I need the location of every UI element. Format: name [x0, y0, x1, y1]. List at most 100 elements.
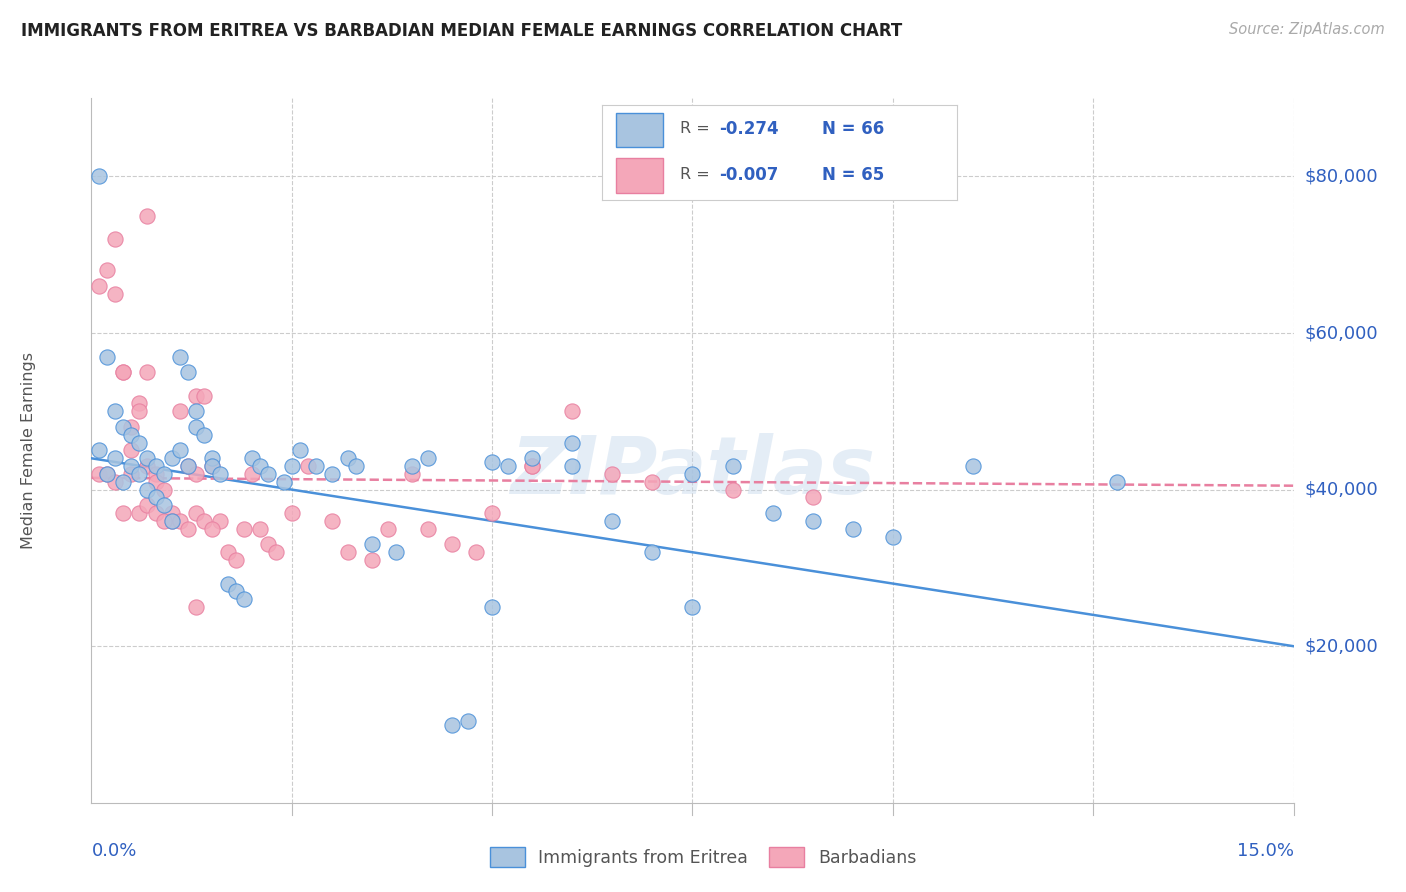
Point: [145, 459, 167, 474]
Point: [152, 467, 174, 481]
Point: [962, 459, 984, 474]
Point: [336, 545, 359, 559]
Point: [152, 498, 174, 512]
Point: [184, 420, 207, 434]
Point: [96, 350, 118, 364]
Point: [801, 491, 824, 505]
Point: [160, 514, 183, 528]
Point: [112, 475, 135, 489]
Point: [89, 443, 111, 458]
Point: [145, 467, 167, 481]
Point: [104, 475, 127, 489]
Point: [136, 498, 159, 512]
Point: [121, 443, 143, 458]
Text: ZIPatlas: ZIPatlas: [510, 433, 875, 510]
Point: [801, 514, 824, 528]
Point: [240, 467, 263, 481]
Point: [136, 365, 159, 379]
Point: [104, 451, 127, 466]
Point: [128, 396, 150, 410]
Point: [232, 592, 254, 607]
Point: [256, 537, 278, 551]
Point: [169, 404, 191, 418]
Point: [121, 467, 143, 481]
Point: [416, 451, 439, 466]
Point: [193, 389, 215, 403]
Point: [249, 522, 271, 536]
Point: [249, 459, 271, 474]
Point: [641, 475, 664, 489]
Point: [561, 459, 583, 474]
Point: [240, 451, 263, 466]
Point: [201, 459, 224, 474]
Point: [721, 459, 744, 474]
Point: [112, 365, 135, 379]
Point: [89, 169, 111, 184]
Point: [208, 467, 231, 481]
Point: [96, 263, 118, 277]
Point: [457, 714, 479, 728]
Point: [104, 404, 127, 418]
Point: [721, 483, 744, 497]
Point: [273, 475, 295, 489]
Point: [225, 584, 247, 599]
Point: [128, 435, 150, 450]
Point: [176, 522, 198, 536]
Point: [288, 443, 311, 458]
Point: [1107, 475, 1129, 489]
Text: $60,000: $60,000: [1305, 324, 1378, 342]
Point: [602, 514, 624, 528]
Point: [201, 451, 224, 466]
Point: [641, 545, 664, 559]
Point: [681, 600, 703, 615]
Point: [440, 717, 463, 731]
Point: [121, 420, 143, 434]
Point: [176, 365, 198, 379]
Point: [152, 514, 174, 528]
Point: [201, 522, 224, 536]
Point: [89, 467, 111, 481]
Text: Source: ZipAtlas.com: Source: ZipAtlas.com: [1229, 22, 1385, 37]
Point: [89, 279, 111, 293]
Point: [193, 427, 215, 442]
Point: [112, 365, 135, 379]
Point: [136, 459, 159, 474]
Text: 0.0%: 0.0%: [91, 842, 136, 860]
Point: [104, 286, 127, 301]
Point: [169, 350, 191, 364]
Point: [882, 530, 904, 544]
Point: [184, 600, 207, 615]
Point: [360, 537, 382, 551]
Point: [496, 459, 519, 474]
Point: [184, 467, 207, 481]
Text: Median Female Earnings: Median Female Earnings: [21, 352, 37, 549]
Point: [522, 451, 544, 466]
Point: [160, 506, 183, 520]
Point: [184, 506, 207, 520]
Point: [96, 467, 118, 481]
Point: [128, 467, 150, 481]
Point: [184, 389, 207, 403]
Point: [136, 451, 159, 466]
Point: [602, 467, 624, 481]
Point: [152, 483, 174, 497]
Point: [225, 553, 247, 567]
Text: 15.0%: 15.0%: [1236, 842, 1294, 860]
Point: [561, 435, 583, 450]
Point: [96, 467, 118, 481]
Point: [385, 545, 408, 559]
Point: [121, 459, 143, 474]
Point: [416, 522, 439, 536]
Text: IMMIGRANTS FROM ERITREA VS BARBADIAN MEDIAN FEMALE EARNINGS CORRELATION CHART: IMMIGRANTS FROM ERITREA VS BARBADIAN MED…: [21, 22, 903, 40]
Point: [256, 467, 278, 481]
Point: [136, 483, 159, 497]
Point: [128, 404, 150, 418]
Point: [145, 506, 167, 520]
Point: [121, 427, 143, 442]
Point: [465, 545, 488, 559]
Point: [112, 506, 135, 520]
Point: [176, 459, 198, 474]
Point: [401, 467, 423, 481]
Point: [522, 459, 544, 474]
Text: $80,000: $80,000: [1305, 168, 1378, 186]
